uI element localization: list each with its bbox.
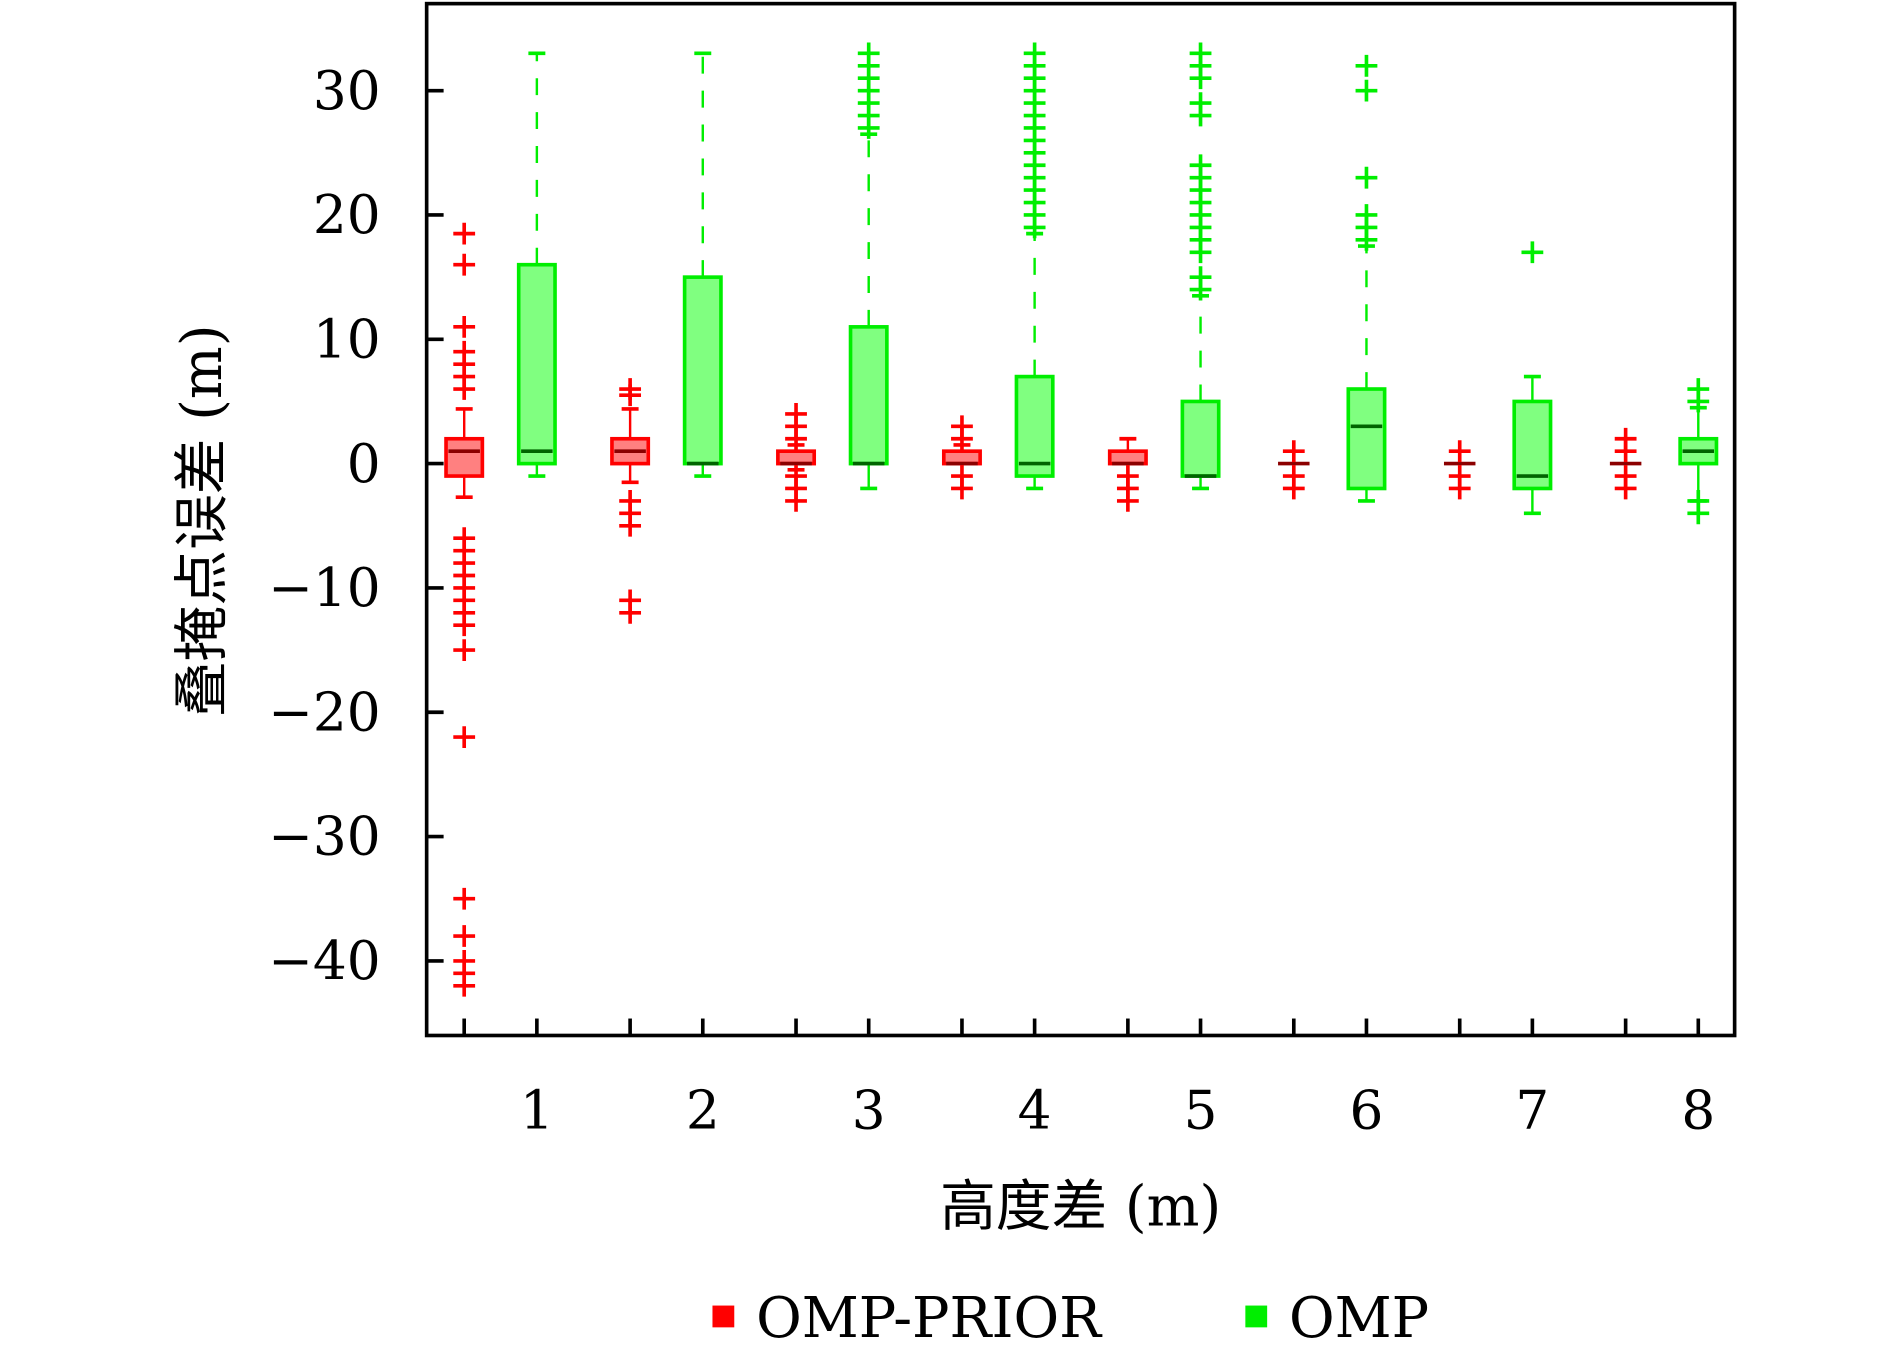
outlier-marker [453, 974, 476, 997]
box-omp-3 [848, 42, 889, 491]
outlier-marker [1189, 92, 1212, 114]
box-omp-prior-5 [1107, 436, 1148, 512]
outlier-marker [1189, 42, 1212, 65]
box-omp-1 [516, 51, 557, 478]
x-axis-label: 高度差 (m) [940, 1175, 1221, 1240]
outlier-marker [1116, 490, 1139, 512]
outlier-marker [1355, 54, 1378, 77]
outlier-marker [453, 253, 476, 276]
box-iqr [682, 275, 723, 466]
y-axis-label: 叠掩点误差 (m) [170, 325, 235, 718]
x-tick-label: 4 [1018, 1080, 1052, 1142]
x-tick-label: 3 [852, 1080, 886, 1142]
box-omp-prior-1 [444, 222, 485, 997]
outlier-marker [453, 887, 476, 910]
outlier-marker [951, 415, 973, 438]
y-axis: −40 −30 −20 −10 0 10 20 30 [268, 60, 444, 992]
x-tick-label: 5 [1184, 1080, 1218, 1142]
outlier-marker [1189, 154, 1212, 177]
box-iqr [444, 436, 485, 478]
outlier-marker [1521, 241, 1544, 264]
outlier-marker [453, 726, 476, 749]
box-iqr [848, 325, 889, 466]
legend-swatch-omp-prior [712, 1305, 735, 1328]
legend: OMP-PRIOR OMP [712, 1286, 1429, 1351]
box-omp-6 [1346, 54, 1387, 503]
box-omp-5 [1180, 42, 1221, 491]
legend-label-omp-prior: OMP-PRIOR [756, 1286, 1103, 1351]
x-tick-label: 2 [686, 1080, 720, 1142]
box-omp-prior-3 [776, 402, 817, 512]
box-iqr [1512, 399, 1553, 491]
outlier-marker [1687, 378, 1710, 400]
y-tick-label: 10 [313, 308, 381, 370]
box-iqr [516, 262, 557, 466]
outlier-marker [453, 222, 476, 245]
plot-frame [424, 1, 1737, 1038]
box-omp-prior-8 [1609, 427, 1642, 500]
legend-label-omp: OMP [1289, 1286, 1429, 1351]
outlier-marker [619, 514, 642, 537]
outlier-marker [453, 925, 476, 947]
y-tick-label: −20 [268, 681, 380, 743]
outlier-marker [453, 378, 476, 400]
legend-swatch-omp [1245, 1305, 1268, 1328]
outlier-marker [951, 477, 973, 500]
box-omp-2 [682, 51, 723, 478]
x-tick-label: 6 [1350, 1080, 1384, 1142]
box-iqr [941, 449, 982, 466]
outlier-marker [785, 490, 807, 512]
x-axis: 1 2 3 4 5 6 7 8 [462, 1018, 1715, 1142]
y-tick-label: −10 [268, 557, 380, 619]
box-iqr [1346, 387, 1387, 491]
box-iqr [1107, 449, 1148, 466]
box-iqr [776, 449, 817, 466]
outlier-marker [1282, 477, 1305, 500]
outlier-marker [1355, 79, 1378, 102]
outlier-marker [1687, 502, 1710, 525]
outlier-marker [1448, 477, 1471, 500]
box-omp-7 [1512, 241, 1553, 516]
x-tick-label: 8 [1681, 1080, 1715, 1142]
outlier-marker [1189, 266, 1212, 289]
outlier-marker [857, 42, 880, 65]
y-tick-label: 30 [313, 60, 381, 122]
y-tick-label: 0 [347, 433, 381, 495]
x-tick-label: 7 [1515, 1080, 1549, 1142]
outlier-marker [619, 601, 642, 624]
y-tick-label: −30 [268, 806, 380, 868]
outlier-marker [1023, 42, 1046, 65]
outlier-marker [1355, 204, 1378, 226]
box-omp-4 [1014, 42, 1055, 491]
outlier-marker [1614, 440, 1637, 463]
outlier-marker [453, 315, 476, 338]
x-tick-label: 1 [520, 1080, 554, 1142]
box-omp-prior-6 [1278, 440, 1310, 500]
outlier-marker [785, 402, 807, 425]
y-tick-label: −40 [268, 930, 380, 992]
box-omp-prior-2 [610, 378, 651, 624]
outlier-marker [1614, 477, 1637, 500]
box-omp-prior-7 [1443, 440, 1476, 500]
outlier-marker [453, 614, 476, 637]
outlier-marker [1448, 440, 1471, 463]
box-iqr [1180, 399, 1221, 478]
box-omp-prior-4 [941, 415, 982, 500]
box-omp-8 [1678, 378, 1719, 525]
outlier-marker [619, 384, 642, 407]
outlier-marker [1282, 440, 1305, 463]
box-iqr [1014, 374, 1055, 478]
plot-marks [444, 42, 1719, 997]
outlier-marker [1355, 166, 1378, 189]
outlier-marker [453, 639, 476, 661]
y-tick-label: 20 [313, 184, 381, 246]
